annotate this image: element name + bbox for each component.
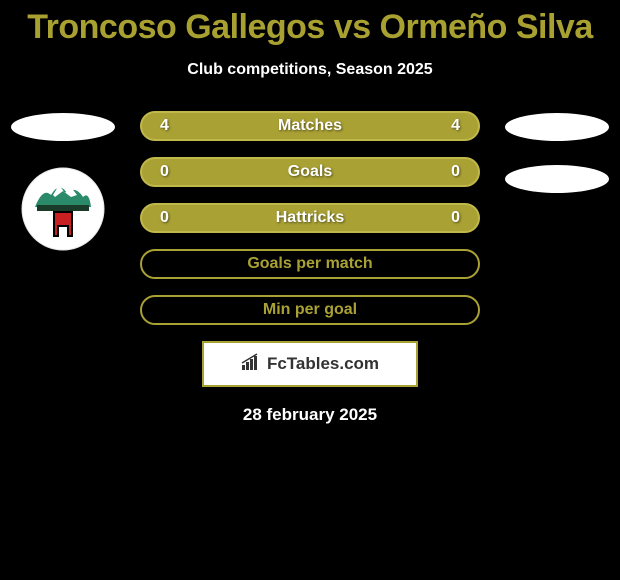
stat-label: Goals xyxy=(180,163,440,181)
stat-label: Min per goal xyxy=(180,301,440,319)
stat-value-left: 4 xyxy=(160,117,180,135)
stat-value-left: 0 xyxy=(160,163,180,181)
subtitle: Club competitions, Season 2025 xyxy=(0,61,620,79)
comparison-content: 4 Matches 4 0 Goals 0 0 Hattricks 0 Goal… xyxy=(0,111,620,425)
player2-avatar-placeholder xyxy=(505,113,609,141)
stat-row-goals-per-match: Goals per match xyxy=(140,249,480,279)
stat-row-hattricks: 0 Hattricks 0 xyxy=(140,203,480,233)
right-column xyxy=(502,111,612,193)
stat-label: Hattricks xyxy=(180,209,440,227)
chart-icon xyxy=(241,353,263,376)
stat-row-min-per-goal: Min per goal xyxy=(140,295,480,325)
brand-text: FcTables.com xyxy=(267,354,379,374)
stat-value-right: 0 xyxy=(440,163,460,181)
stat-row-goals: 0 Goals 0 xyxy=(140,157,480,187)
brand-box: FcTables.com xyxy=(202,341,418,387)
left-column xyxy=(8,111,118,251)
stat-value-right: 4 xyxy=(440,117,460,135)
stat-rows: 4 Matches 4 0 Goals 0 0 Hattricks 0 Goal… xyxy=(140,111,480,325)
team1-logo xyxy=(21,167,105,251)
team2-logo-placeholder xyxy=(505,165,609,193)
stat-value-left: 0 xyxy=(160,209,180,227)
date-label: 28 february 2025 xyxy=(0,405,620,425)
player1-avatar-placeholder xyxy=(11,113,115,141)
stat-label: Goals per match xyxy=(180,255,440,273)
stat-row-matches: 4 Matches 4 xyxy=(140,111,480,141)
stat-label: Matches xyxy=(180,117,440,135)
stat-value-right: 0 xyxy=(440,209,460,227)
page-title: Troncoso Gallegos vs Ormeño Silva xyxy=(0,0,620,47)
